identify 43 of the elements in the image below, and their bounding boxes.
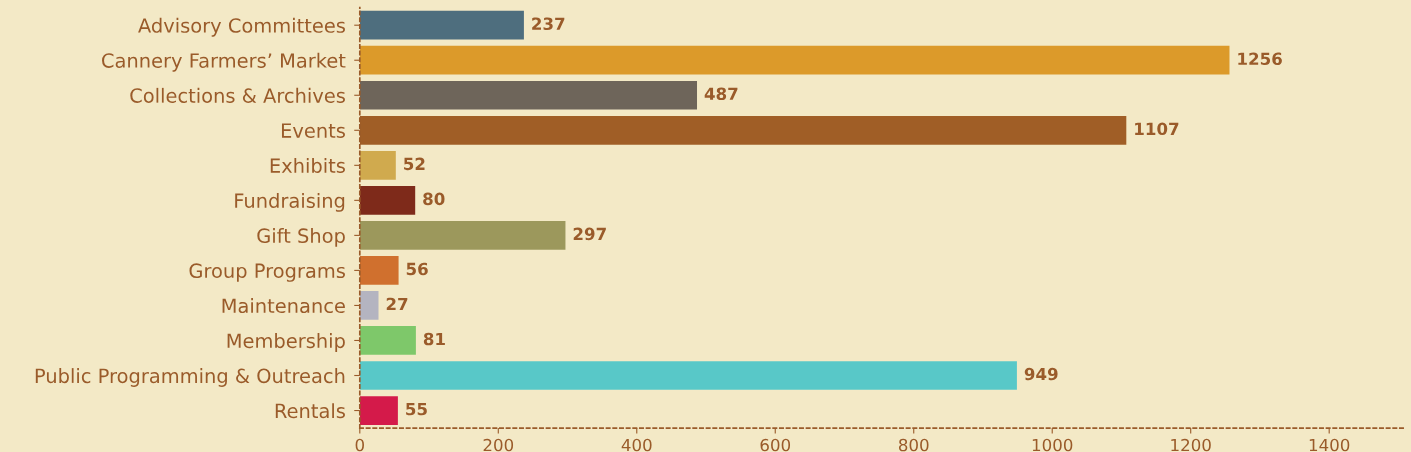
bar bbox=[359, 80, 698, 110]
y-tick-label: Fundraising bbox=[235, 192, 345, 212]
data-label: 297 bbox=[573, 227, 606, 241]
y-tick-label: Cannery Farmers’ Market bbox=[102, 52, 346, 72]
y-tick-label: Rentals bbox=[275, 403, 345, 419]
data-label: 237 bbox=[532, 17, 565, 31]
y-tick-label: Maintenance bbox=[222, 298, 345, 314]
data-label: 27 bbox=[386, 297, 408, 311]
y-tick-label: Exhibits bbox=[270, 157, 345, 173]
x-tick-label: 200 bbox=[483, 438, 514, 452]
data-label: 55 bbox=[406, 402, 427, 416]
x-tick-label: 800 bbox=[898, 438, 929, 452]
x-tick-label: 1000 bbox=[1032, 438, 1073, 452]
x-tick-label: 0 bbox=[355, 438, 364, 452]
bar bbox=[359, 396, 398, 425]
y-tick-label: Membership bbox=[227, 333, 345, 352]
data-label: 1107 bbox=[1135, 122, 1179, 136]
x-tick-label: 400 bbox=[621, 438, 652, 452]
y-tick-label: Group Programs bbox=[189, 263, 345, 282]
data-label: 1256 bbox=[1238, 52, 1282, 66]
y-tick-label: Collections & Archives bbox=[130, 87, 345, 103]
bar bbox=[359, 150, 396, 180]
bar bbox=[359, 361, 1017, 390]
bar bbox=[359, 256, 399, 285]
data-label: 56 bbox=[406, 262, 428, 276]
bar bbox=[359, 326, 416, 355]
bar bbox=[359, 185, 416, 215]
x-tick-label: 600 bbox=[760, 438, 791, 452]
x-tick-label: 1400 bbox=[1309, 438, 1350, 452]
data-label: 487 bbox=[704, 87, 738, 101]
data-label: 80 bbox=[423, 192, 445, 206]
data-label: 949 bbox=[1024, 367, 1058, 381]
data-label: 52 bbox=[404, 157, 425, 171]
data-label: 81 bbox=[423, 332, 445, 346]
x-tick-label: 1200 bbox=[1171, 438, 1211, 452]
bar bbox=[359, 221, 566, 250]
bar bbox=[359, 291, 379, 320]
y-tick-label: Events bbox=[281, 123, 345, 138]
y-tick-label: Gift Shop bbox=[257, 227, 345, 247]
y-tick-label: Advisory Committees bbox=[138, 17, 345, 37]
bar bbox=[359, 45, 1230, 75]
bar bbox=[359, 10, 524, 40]
y-tick-label: Public Programming & Outreach bbox=[35, 368, 345, 387]
